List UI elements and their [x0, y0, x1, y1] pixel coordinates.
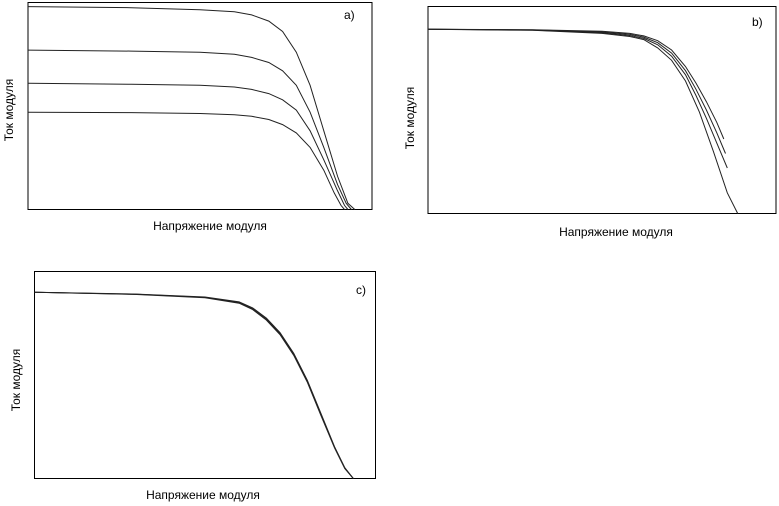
- y-axis-label-a: Ток модуля: [2, 79, 16, 142]
- panel-c: c) Напряжение модуля Ток модуля: [9, 271, 376, 502]
- panel-b: b) Напряжение модуля Ток модуля: [403, 6, 777, 239]
- panel-label-b: b): [752, 15, 763, 29]
- x-axis-label-c: Напряжение модуля: [146, 488, 260, 502]
- iv-curve-a-2: [27, 49, 352, 210]
- iv-curve-a-4: [27, 111, 345, 210]
- plot-frame-b: [427, 6, 777, 214]
- iv-curve-c-3: [34, 291, 354, 479]
- iv-curve-c-1: [34, 291, 354, 479]
- iv-curve-b-3: [427, 28, 726, 154]
- plot-frame-c: [34, 271, 376, 479]
- y-axis-label-c: Ток модуля: [9, 349, 23, 412]
- iv-curve-b-2: [427, 28, 728, 169]
- panel-a: a) Напряжение модуля Ток модуля: [2, 2, 373, 233]
- iv-curve-a-1: [27, 6, 356, 210]
- plot-frame-a: [27, 2, 373, 210]
- y-axis-label-b: Ток модуля: [403, 87, 417, 150]
- x-axis-label-b: Напряжение модуля: [559, 225, 673, 239]
- panel-label-a: a): [344, 8, 355, 22]
- iv-curve-c-2: [34, 291, 354, 479]
- panel-label-c: c): [356, 283, 366, 297]
- iv-curve-b-4: [427, 28, 725, 140]
- iv-curve-b-1: [427, 28, 739, 214]
- iv-curve-a-3: [27, 82, 349, 210]
- x-axis-label-a: Напряжение модуля: [153, 219, 267, 233]
